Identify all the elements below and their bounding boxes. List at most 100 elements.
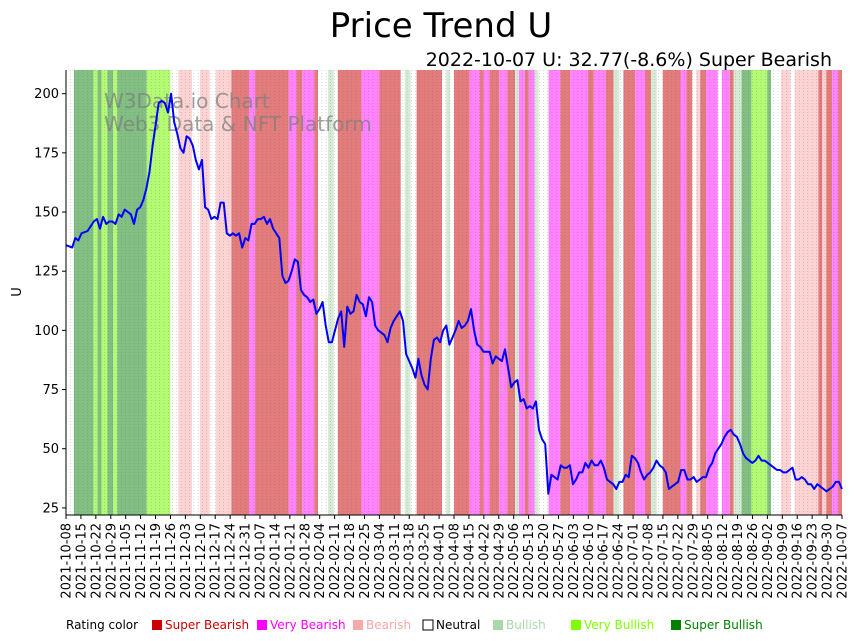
band-super-bearish [524,70,529,515]
band-super-bearish [479,70,484,515]
x-tick-label: 2022-06-24 [612,523,627,599]
band-very-bearish [469,70,480,515]
band-super-bearish [454,70,470,515]
y-tick-label: 200 [34,87,59,102]
band-very-bearish [680,70,687,515]
x-tick-label: 2022-07-29 [686,523,701,599]
band-neutral [450,70,454,515]
x-tick-label: 2022-02-04 [313,523,328,599]
x-tick-label: 2022-01-21 [283,523,298,599]
x-tick-label: 2021-10-22 [89,523,104,599]
x-tick-label: 2022-05-13 [522,523,537,599]
band-super-bearish [605,70,614,515]
y-tick-label: 100 [34,324,59,339]
legend-swatch-super-bearish [152,620,162,630]
x-tick-label: 2022-06-17 [597,523,612,599]
band-very-bearish [706,70,718,515]
band-super-bearish [507,70,516,515]
legend-swatch-very-bullish [571,620,581,630]
band-very-bearish [499,70,508,515]
band-very-bullish [93,70,98,515]
x-tick-label: 2022-08-19 [731,523,746,599]
band-very-bearish [528,70,535,515]
band-super-bullish [741,70,752,515]
band-bullish [534,70,539,515]
band-bullish [446,70,451,515]
band-super-bearish [296,70,303,515]
band-neutral [410,70,417,515]
x-tick-label: 2022-06-03 [567,523,582,599]
band-bearish [780,70,791,515]
x-tick-label: 2022-04-08 [448,523,463,599]
x-tick-label: 2022-02-18 [343,523,358,599]
band-neutral [66,70,74,515]
band-neutral [656,70,663,515]
x-tick-label: 2022-10-07 [836,523,851,599]
x-tick-label: 2022-02-11 [328,523,343,599]
band-neutral [717,70,722,515]
band-bearish [199,70,210,515]
x-tick-label: 2022-04-22 [477,523,492,599]
band-very-bearish [302,70,315,515]
x-tick-label: 2022-05-20 [537,523,552,599]
band-super-bullish [73,70,94,515]
band-bearish [178,70,193,515]
y-tick-label: 50 [42,442,59,457]
band-very-bullish [101,70,108,515]
band-bullish [733,70,742,515]
band-bearish [794,70,819,515]
band-super-bearish [623,70,636,515]
band-very-bearish [518,70,525,515]
x-tick-label: 2022-03-25 [418,523,433,599]
x-tick-label: 2021-10-15 [74,523,89,599]
legend-item-bearish: Bearish [366,618,411,632]
y-tick-label: 25 [42,501,59,516]
y-axis-label: U [10,287,25,297]
band-super-bearish [645,70,651,515]
legend-item-super-bullish: Super Bullish [684,618,763,632]
x-tick-label: 2022-08-05 [701,523,716,599]
x-tick-label: 2022-08-26 [746,523,761,599]
band-bullish [404,70,411,515]
band-very-bearish [635,70,646,515]
band-neutral [192,70,200,515]
band-very-bearish [548,70,561,515]
y-tick-label: 125 [34,265,59,280]
band-super-bearish [314,70,319,515]
x-tick-label: 2021-12-31 [239,523,254,599]
band-neutral [170,70,179,515]
x-tick-label: 2021-11-12 [134,523,149,599]
band-bullish [650,70,657,515]
band-super-bearish [686,70,693,515]
band-neutral [692,70,697,515]
band-super-bearish [379,70,401,515]
x-tick-label: 2022-03-18 [403,523,418,599]
band-neutral [318,70,328,515]
band-neutral [442,70,447,515]
band-bullish [327,70,334,515]
watermark-line-1: W3Data.io Chart [104,89,270,113]
x-tick-label: 2022-04-29 [492,523,507,599]
band-bullish [515,70,519,515]
legend-item-bullish: Bullish [506,618,546,632]
legend-swatch-bullish [493,620,503,630]
band-very-bearish [832,70,839,515]
x-tick-label: 2022-08-12 [716,523,731,599]
x-tick-label: 2021-12-24 [224,523,239,599]
band-super-bearish [587,70,594,515]
band-super-bearish [255,70,289,515]
band-neutral [538,70,549,515]
y-tick-label: 175 [34,146,59,161]
band-neutral [771,70,781,515]
legend-swatch-bearish [353,620,363,630]
band-very-bullish [113,70,118,515]
x-tick-label: 2021-12-03 [179,523,194,599]
x-tick-label: 2022-06-10 [582,523,597,599]
x-tick-label: 2022-07-15 [656,523,671,599]
x-tick-label: 2022-04-15 [462,523,477,599]
chart-subtitle: 2022-10-07 U: 32.77(-8.6%) Super Bearish [426,49,832,71]
band-super-bearish [231,70,250,515]
band-super-bearish [838,70,842,515]
x-tick-label: 2021-11-05 [119,523,134,599]
